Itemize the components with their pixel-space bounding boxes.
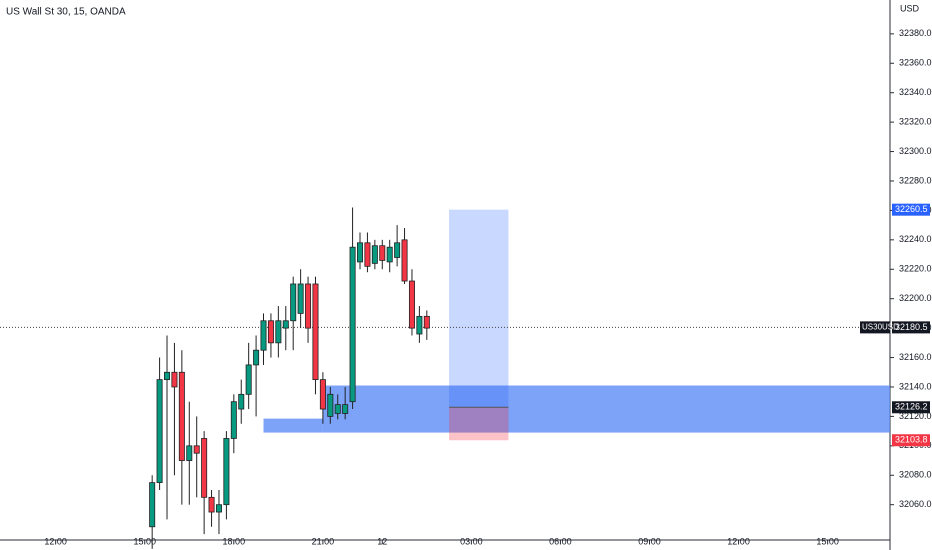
candle-body (312, 283, 319, 381)
candle-body (364, 242, 371, 267)
candle-body (416, 315, 423, 335)
candle-body (171, 371, 178, 388)
candle-body (238, 393, 245, 410)
candle-body (319, 379, 326, 410)
candle-body (394, 242, 401, 258)
stop-price-label: 32103.8 (895, 435, 928, 445)
position-stop (449, 407, 509, 441)
x-tick-label: 12:00 (727, 536, 750, 546)
candle-body (371, 245, 378, 264)
y-tick-label: 32120.0 (899, 411, 932, 421)
candle-body (149, 482, 156, 528)
candle-body (223, 438, 230, 506)
candle-body (282, 320, 289, 329)
candle-body (342, 404, 349, 414)
candle-body (245, 364, 252, 395)
y-tick-label: 32140.0 (899, 381, 932, 391)
x-tick-label: 09:00 (638, 536, 661, 546)
y-tick-label: 32240.0 (899, 234, 932, 244)
entry-price-label: 32126.2 (895, 402, 928, 412)
candle-body (267, 320, 274, 344)
plot-area (263, 385, 891, 433)
y-tick-label: 32340.0 (899, 87, 932, 97)
x-tick-label: 06:00 (549, 536, 572, 546)
candle-body (408, 280, 415, 329)
candle-body (253, 349, 260, 366)
candle-body (349, 246, 356, 403)
x-tick-label: 15:00 (133, 536, 156, 546)
y-tick-label: 32080.0 (899, 470, 932, 480)
last-price-label-bg (892, 321, 930, 334)
candle-body (230, 401, 237, 439)
y-tick-label: 32380.0 (899, 28, 932, 38)
x-tick-label: 18:00 (223, 536, 246, 546)
candle-body (215, 504, 222, 513)
symbol-label-bg (860, 321, 890, 334)
candle-body (327, 393, 334, 417)
candle-body (423, 315, 430, 329)
candle-body (186, 445, 193, 461)
x-tick-label: 21:00 (312, 536, 335, 546)
zone (263, 418, 323, 433)
chart-title: US Wall St 30, 15, OANDA (6, 7, 126, 18)
candle-body (208, 496, 215, 513)
candle-body (164, 371, 171, 381)
x-tick-label: 15:00 (816, 536, 839, 546)
symbol-label: US30USD (862, 322, 899, 331)
candle-body (275, 320, 282, 344)
candle-body (201, 438, 208, 498)
candle-body (290, 283, 297, 322)
target-price-label-bg (892, 203, 930, 216)
y-tick-label: 32200.0 (899, 293, 932, 303)
zone (322, 385, 891, 433)
y-tick-label: 32360.0 (899, 58, 932, 68)
candle-body (297, 283, 304, 314)
candle-body (379, 245, 386, 261)
target-price-label: 32260.5 (895, 204, 928, 214)
candle-body (156, 379, 163, 484)
currency-label: USD (900, 3, 920, 13)
x-tick-label: 03:00 (460, 536, 483, 546)
x-tick-label: 12 (377, 536, 387, 546)
y-tick-label: 32300.0 (899, 146, 932, 156)
y-tick-label: 32060.0 (899, 499, 932, 509)
candle-body (334, 404, 341, 414)
y-tick-label: 32320.0 (899, 117, 932, 127)
last-price-label: 32180.5 (895, 322, 928, 332)
candle-body (260, 320, 267, 351)
candle-body (386, 246, 393, 263)
x-tick-label: 12:00 (44, 536, 67, 546)
candle-body (401, 239, 408, 282)
candle-body (357, 242, 364, 263)
stop-price-label-bg (892, 434, 930, 447)
entry-price-label-bg (892, 401, 930, 414)
candle-body (178, 371, 185, 461)
candle-body (305, 283, 312, 329)
y-tick-label: 32280.0 (899, 175, 932, 185)
y-tick-label: 32160.0 (899, 352, 932, 362)
position-target (449, 209, 509, 408)
y-tick-label: 32220.0 (899, 264, 932, 274)
candle-body (193, 445, 200, 454)
